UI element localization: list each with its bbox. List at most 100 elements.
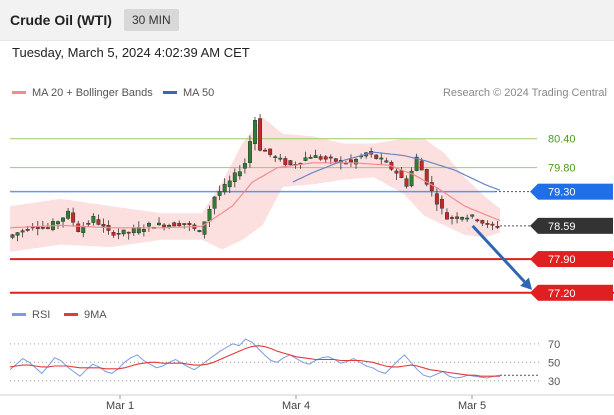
candle <box>217 185 222 201</box>
candle-body <box>308 156 313 159</box>
legend-label-ma20: MA 20 + Bollinger Bands <box>32 87 153 99</box>
price-badge-label: 77.20 <box>548 288 576 300</box>
candle <box>288 159 293 166</box>
level-label: 79.80 <box>548 163 576 175</box>
candle <box>237 165 242 180</box>
candle <box>91 213 96 226</box>
candle <box>308 154 313 159</box>
candle-body <box>96 219 101 225</box>
candle-body <box>434 193 439 205</box>
candle-body <box>227 180 232 188</box>
candle-body <box>318 156 323 160</box>
candle <box>475 218 480 223</box>
chart-header: Crude Oil (WTI) 30 MIN <box>0 0 614 41</box>
instrument-title: Crude Oil (WTI) <box>10 12 112 28</box>
legend-label-9ma: 9MA <box>84 309 107 321</box>
candle-body <box>197 230 202 233</box>
candle-body <box>71 212 76 223</box>
candle-body <box>56 221 60 225</box>
price-badge-pointer <box>530 183 538 200</box>
candle <box>116 228 121 240</box>
candle <box>71 207 76 227</box>
credit-text: Research © 2024 Trading Central <box>443 87 607 99</box>
rsi-tick-label: 70 <box>548 339 560 351</box>
candle-body <box>126 231 131 234</box>
price-badge-pivot <box>538 183 613 200</box>
candle <box>141 224 146 237</box>
candle-body <box>212 196 217 209</box>
candle <box>460 216 465 222</box>
candle-body <box>202 221 207 235</box>
candle-body <box>495 226 500 228</box>
candle <box>157 217 161 226</box>
candle-body <box>439 199 444 209</box>
candle-body <box>273 156 278 158</box>
candle <box>409 167 414 188</box>
candle-body <box>475 219 480 222</box>
candle <box>318 154 323 161</box>
candle-body <box>61 217 65 222</box>
candle-body <box>237 171 242 177</box>
candle <box>480 219 485 227</box>
timeframe-button[interactable]: 30 MIN <box>124 9 179 31</box>
candle-body <box>399 170 404 178</box>
candle-body <box>404 178 409 187</box>
candle <box>273 155 278 163</box>
candle-body <box>323 156 328 160</box>
ma20-line <box>9 162 501 229</box>
candle-body <box>157 222 161 226</box>
candle <box>86 220 91 227</box>
candle <box>197 229 202 233</box>
candle-body <box>465 217 470 220</box>
candle-body <box>217 191 222 196</box>
level-label: 80.40 <box>548 134 576 146</box>
candle-body <box>460 217 465 220</box>
rsi-tick-label: 30 <box>548 376 560 388</box>
candle <box>450 215 454 225</box>
candle-body <box>111 232 116 236</box>
candle <box>470 214 475 219</box>
candle-body <box>354 158 358 165</box>
price-badge-pointer <box>530 284 538 301</box>
legend-label-ma50: MA 50 <box>183 87 214 99</box>
candle <box>242 158 247 174</box>
candle <box>495 221 500 230</box>
candle-body <box>10 234 15 238</box>
candle <box>354 158 358 169</box>
candle-body <box>121 229 126 235</box>
price-badge-label: 78.59 <box>548 221 576 233</box>
candle-body <box>349 159 353 163</box>
candle <box>232 168 237 188</box>
candle-body <box>131 228 136 234</box>
legend-label-rsi: RSI <box>32 309 50 321</box>
candle <box>445 208 449 220</box>
candle <box>20 228 25 238</box>
x-tick-label: Mar 1 <box>106 400 134 412</box>
candle-body <box>25 229 30 231</box>
candle-body <box>414 156 419 171</box>
candle <box>222 178 227 195</box>
candle <box>121 229 126 237</box>
candle <box>485 220 490 228</box>
legend: MA 20 + Bollinger Bands MA 50 Research ©… <box>12 87 607 99</box>
candle-body <box>313 155 318 158</box>
candle <box>227 175 232 194</box>
candle-body <box>333 158 338 162</box>
price-badge-label: 79.30 <box>548 187 576 199</box>
candle <box>172 221 177 227</box>
candle-body <box>485 223 490 225</box>
candle-body <box>45 227 50 229</box>
candle <box>96 214 101 226</box>
price-badge-support <box>538 284 613 301</box>
price-badge-pointer <box>530 251 538 268</box>
price-badge-pointer <box>530 217 538 234</box>
candle <box>35 220 40 236</box>
candle-body <box>91 215 96 223</box>
candle-body <box>86 222 91 225</box>
forecast-arrow-head <box>520 277 532 290</box>
candle <box>439 195 444 215</box>
candle <box>283 156 288 168</box>
candle-body <box>303 157 308 161</box>
candle <box>101 218 106 233</box>
